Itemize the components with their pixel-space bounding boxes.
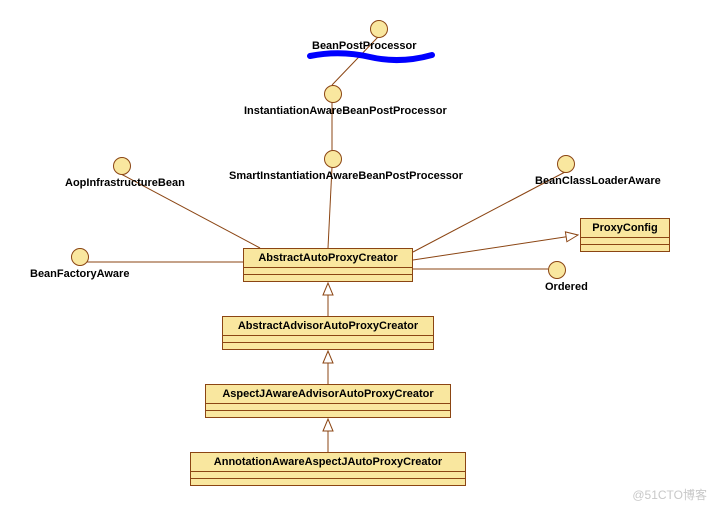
interface-label: BeanFactoryAware xyxy=(30,268,129,280)
lollipop-icon xyxy=(324,85,342,103)
lollipop-icon xyxy=(113,157,131,175)
lollipop-icon xyxy=(557,155,575,173)
interface-label: Ordered xyxy=(545,281,588,293)
class-compartment xyxy=(244,268,412,275)
class-compartment xyxy=(206,404,450,411)
class-annotationawareaspectjautoproxycreator: AnnotationAwareAspectJAutoProxyCreator xyxy=(190,452,466,486)
class-title: AbstractAdvisorAutoProxyCreator xyxy=(223,317,433,336)
class-compartment xyxy=(191,472,465,479)
interface-label: SmartInstantiationAwareBeanPostProcessor xyxy=(229,170,463,182)
class-compartment xyxy=(191,479,465,485)
edge-gen xyxy=(413,235,578,260)
interface-label: BeanClassLoaderAware xyxy=(535,175,661,187)
class-title: AbstractAutoProxyCreator xyxy=(244,249,412,268)
class-title: AspectJAwareAdvisorAutoProxyCreator xyxy=(206,385,450,404)
class-abstractautoproxycreator: AbstractAutoProxyCreator xyxy=(243,248,413,282)
class-title: ProxyConfig xyxy=(581,219,669,238)
class-compartment xyxy=(206,411,450,417)
lollipop-icon xyxy=(370,20,388,38)
class-compartment xyxy=(581,245,669,251)
interface-label: AopInfrastructureBean xyxy=(65,177,185,189)
class-abstractadvisorautoproxycreator: AbstractAdvisorAutoProxyCreator xyxy=(222,316,434,350)
class-aspectjawareadvisorautoproxycreator: AspectJAwareAdvisorAutoProxyCreator xyxy=(205,384,451,418)
class-compartment xyxy=(223,336,433,343)
lollipop-icon xyxy=(71,248,89,266)
class-proxyconfig: ProxyConfig xyxy=(580,218,670,252)
watermark-text: @51CTO博客 xyxy=(632,486,707,503)
class-title: AnnotationAwareAspectJAutoProxyCreator xyxy=(191,453,465,472)
highlight-underline xyxy=(310,53,432,60)
lollipop-icon xyxy=(548,261,566,279)
class-compartment xyxy=(223,343,433,349)
interface-label: BeanPostProcessor xyxy=(312,40,417,52)
lollipop-icon xyxy=(324,150,342,168)
class-compartment xyxy=(244,275,412,281)
class-compartment xyxy=(581,238,669,245)
diagram-canvas: AbstractAutoProxyCreator AbstractAdvisor… xyxy=(0,0,717,509)
interface-label: InstantiationAwareBeanPostProcessor xyxy=(244,105,447,117)
